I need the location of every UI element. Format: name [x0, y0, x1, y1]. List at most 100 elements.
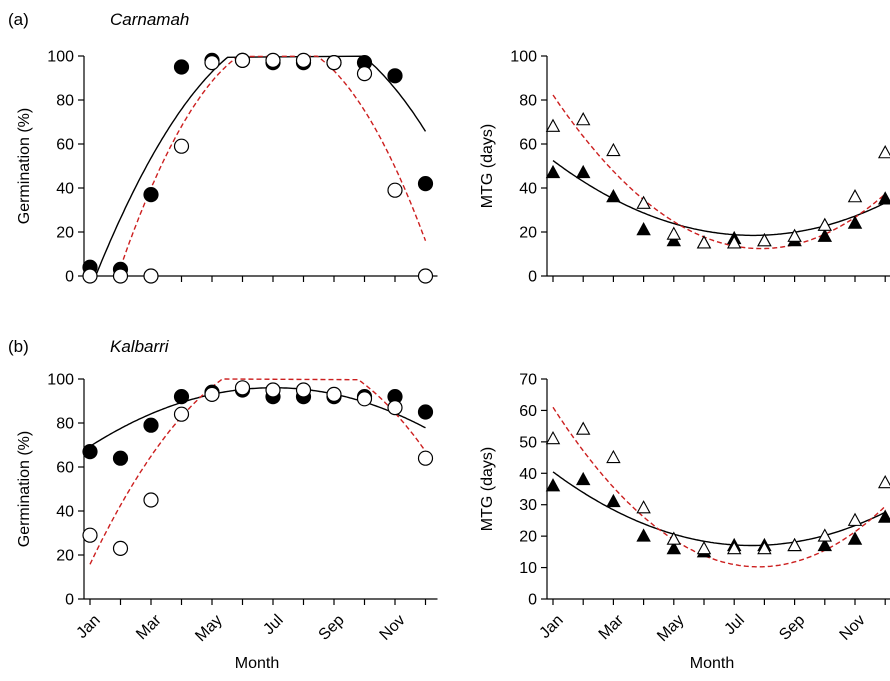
fit-curve-black [89, 387, 426, 447]
data-point-open-circle [82, 527, 98, 543]
data-point-open-triangle [606, 142, 621, 157]
fit-curve-black [552, 160, 886, 237]
y-tick-label: 0 [528, 592, 537, 609]
data-point-open-circle [417, 450, 434, 466]
x-tick-label: Jul [721, 612, 747, 638]
data-point-open-triangle [666, 531, 682, 545]
data-point-open-circle [387, 400, 403, 416]
y-tick-label: 0 [65, 269, 74, 286]
site-name-kalbarri: Kalbarri [110, 337, 170, 356]
fit-curve-black [96, 55, 427, 274]
y-tick-label: 20 [519, 225, 537, 242]
plot-4: 0 10 20 30 40 50 60 70 Jan Mar May Jul Sep Nov MTG (da… [479, 372, 890, 645]
x-tick-label: Mar [133, 611, 165, 643]
y-tick-label: 70 [519, 372, 537, 389]
data-point-filled-triangle [636, 222, 651, 236]
data-point-filled-circle [143, 417, 159, 433]
y-tick-label: 100 [47, 372, 74, 389]
x-tick-label: Jan [536, 612, 566, 642]
y-tick-label: 20 [519, 529, 537, 546]
data-point-open-circle [295, 382, 312, 398]
x-tick-label: Nov [377, 612, 409, 644]
data-point-open-triangle [787, 537, 802, 552]
data-point-filled-triangle [575, 471, 591, 486]
y-tick-label: 80 [519, 93, 537, 110]
data-point-open-triangle [877, 474, 890, 489]
y-tick-label: 20 [56, 225, 74, 242]
fit-curve-black [552, 471, 886, 547]
data-point-open-circle [265, 52, 281, 69]
data-point-open-triangle [545, 118, 561, 132]
data-point-filled-triangle [847, 531, 863, 545]
y-tick-label: 60 [519, 137, 537, 154]
x-axis-title-right: Month [690, 655, 734, 672]
data-point-filled-circle [82, 444, 98, 460]
y-tick-label: 30 [519, 497, 537, 514]
x-tick-label: Sep [776, 612, 808, 644]
data-point-open-circle [143, 268, 159, 284]
data-point-filled-circle [112, 450, 129, 466]
plot-1: 0 20 40 60 80 100 Germination (%) [16, 49, 438, 286]
data-point-open-triangle [817, 528, 833, 542]
data-point-filled-circle [387, 68, 403, 84]
data-point-filled-triangle [666, 540, 682, 555]
data-point-open-triangle [757, 233, 772, 247]
x-tick-label: May [654, 612, 687, 645]
y-axis-title: MTG (days) [479, 447, 496, 531]
data-point-filled-triangle [545, 478, 561, 492]
y-tick-label: 60 [519, 403, 537, 420]
data-point-open-triangle [636, 195, 651, 209]
y-tick-label: 40 [56, 504, 74, 521]
plot-3: 0 20 40 60 80 100 Jan Mar May Jul Sep Nov Germinatio… [16, 372, 438, 645]
data-point-filled-triangle [636, 528, 651, 542]
data-point-open-triangle [847, 512, 863, 526]
y-tick-label: 0 [528, 269, 537, 286]
data-point-filled-circle [173, 389, 190, 405]
data-point-open-triangle [696, 540, 712, 555]
fit-curve-red-dashed [552, 94, 886, 250]
fit-curve-red-dashed [119, 55, 427, 268]
data-point-open-circle [356, 391, 373, 407]
y-tick-label: 100 [510, 49, 537, 66]
data-point-open-triangle [696, 235, 712, 249]
x-axis-title-left: Month [235, 655, 279, 672]
site-name-carnamah: Carnamah [110, 10, 189, 29]
data-point-open-circle [112, 268, 129, 284]
data-point-open-circle [326, 54, 342, 71]
y-axis-title: MTG (days) [479, 124, 496, 208]
data-point-open-circle [356, 65, 373, 82]
data-point-filled-triangle [545, 164, 561, 179]
y-tick-label: 10 [519, 560, 537, 577]
data-point-open-triangle [606, 449, 621, 464]
data-point-open-triangle [817, 217, 833, 231]
data-point-filled-triangle [606, 189, 621, 203]
data-point-filled-circle [143, 187, 159, 203]
data-point-open-triangle [757, 540, 772, 555]
y-tick-label: 100 [47, 49, 74, 66]
x-tick-label: May [192, 612, 225, 645]
data-point-open-circle [173, 406, 190, 422]
data-point-open-circle [417, 268, 434, 284]
y-tick-label: 80 [56, 416, 74, 433]
data-point-open-circle [204, 386, 220, 402]
y-tick-label: 40 [56, 181, 74, 198]
data-point-open-circle [143, 492, 159, 508]
y-tick-label: 40 [519, 181, 537, 198]
y-tick-label: 80 [56, 93, 74, 110]
data-point-filled-triangle [817, 228, 833, 242]
data-point-open-triangle [847, 189, 863, 203]
data-point-filled-triangle [817, 537, 833, 552]
data-point-open-circle [82, 268, 98, 284]
y-tick-label: 60 [56, 137, 74, 154]
data-point-open-circle [234, 52, 251, 69]
data-point-open-circle [326, 386, 342, 402]
panel-label-a: (a) [8, 10, 29, 29]
data-point-open-triangle [726, 540, 742, 555]
data-point-open-triangle [787, 228, 802, 242]
data-point-open-circle [112, 540, 129, 557]
x-tick-label: Mar [596, 611, 628, 643]
y-tick-label: 50 [519, 434, 537, 451]
y-tick-label: 60 [56, 460, 74, 477]
